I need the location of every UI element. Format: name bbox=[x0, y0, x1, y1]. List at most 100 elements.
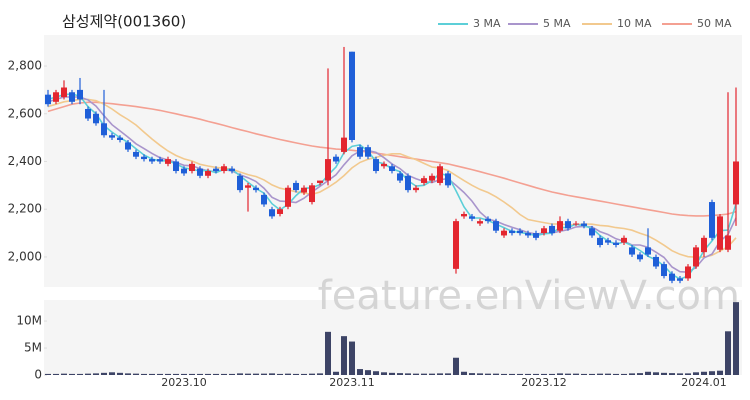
candle-body bbox=[589, 228, 595, 236]
volume-bar bbox=[197, 373, 203, 375]
candle-body bbox=[669, 273, 675, 281]
volume-bar bbox=[501, 373, 507, 375]
volume-bar bbox=[309, 373, 315, 375]
candle-body bbox=[181, 168, 187, 174]
volume-bar bbox=[485, 373, 491, 375]
candle-body bbox=[125, 142, 131, 150]
volume-bar bbox=[357, 369, 363, 375]
volume-bar bbox=[573, 373, 579, 375]
volume-bar bbox=[493, 373, 499, 375]
volume-bar bbox=[541, 373, 547, 375]
volume-bar bbox=[565, 373, 571, 375]
candle-body bbox=[293, 182, 299, 191]
candle-body bbox=[261, 194, 267, 205]
volume-bar bbox=[405, 373, 411, 375]
candle-body bbox=[541, 228, 547, 234]
volume-bar bbox=[341, 336, 347, 375]
volume-bar bbox=[301, 373, 307, 375]
candle-body bbox=[197, 168, 203, 176]
volume-bar bbox=[181, 373, 187, 375]
y-tick-label: 2,200 bbox=[8, 202, 42, 216]
x-tick-label: 2023.11 bbox=[329, 376, 375, 389]
volume-bar bbox=[349, 341, 355, 375]
volume-bar bbox=[45, 373, 51, 375]
candle-body bbox=[341, 137, 347, 152]
volume-bar bbox=[717, 370, 723, 375]
volume-bar bbox=[549, 373, 555, 375]
volume-bar bbox=[133, 373, 139, 375]
volume-bar bbox=[229, 373, 235, 375]
candle-body bbox=[493, 221, 499, 231]
volume-bar bbox=[701, 371, 707, 375]
candle-body bbox=[565, 221, 571, 229]
volume-bar bbox=[637, 373, 643, 375]
volume-bar bbox=[389, 372, 395, 375]
candle-body bbox=[149, 159, 155, 162]
candle-body bbox=[421, 178, 427, 183]
volume-bar bbox=[381, 372, 387, 375]
volume-bar bbox=[61, 373, 67, 375]
volume-bar bbox=[213, 373, 219, 375]
x-tick-label: 2023.10 bbox=[161, 376, 207, 389]
candle-body bbox=[301, 187, 307, 193]
candle-body bbox=[685, 266, 691, 279]
volume-bar bbox=[189, 373, 195, 375]
candle-body bbox=[189, 163, 195, 172]
candle-body bbox=[485, 218, 491, 222]
watermark: feature.enViewV.com bbox=[318, 273, 740, 319]
volume-bar bbox=[373, 371, 379, 375]
volume-bar bbox=[693, 372, 699, 375]
candle-body bbox=[557, 221, 563, 231]
candle-body bbox=[477, 221, 483, 224]
candle-body bbox=[309, 185, 315, 203]
volume-bar bbox=[237, 373, 243, 375]
candle-body bbox=[229, 168, 235, 172]
candle-body bbox=[549, 225, 555, 234]
volume-bar bbox=[589, 373, 595, 375]
candle-body bbox=[733, 161, 739, 205]
x-tick-label: 2023.12 bbox=[521, 376, 567, 389]
x-tick-label: 2024.01 bbox=[681, 376, 727, 389]
volume-bar bbox=[725, 331, 731, 375]
volume-bar bbox=[253, 373, 259, 375]
candle-body bbox=[277, 209, 283, 214]
volume-bar bbox=[709, 371, 715, 375]
volume-bar bbox=[453, 357, 459, 375]
volume-bar bbox=[173, 373, 179, 375]
volume-bar bbox=[269, 373, 275, 375]
volume-bar bbox=[157, 373, 163, 375]
y-tick-label: 2,600 bbox=[8, 106, 42, 120]
volume-bar bbox=[629, 373, 635, 375]
volume-bar bbox=[165, 373, 171, 375]
candle-body bbox=[269, 209, 275, 217]
volume-bar bbox=[125, 373, 131, 375]
volume-tick-label: 5M bbox=[24, 341, 42, 355]
candle-body bbox=[237, 175, 243, 191]
volume-bar bbox=[53, 373, 59, 375]
candle-body bbox=[517, 230, 523, 234]
candle-body bbox=[533, 233, 539, 238]
legend-label: 50 MA bbox=[697, 17, 732, 30]
volume-bar bbox=[509, 373, 515, 375]
candle-body bbox=[701, 237, 707, 253]
volume-bar bbox=[621, 373, 627, 375]
candle-body bbox=[613, 242, 619, 245]
candle-body bbox=[509, 230, 515, 234]
candle-body bbox=[653, 256, 659, 267]
volume-bar bbox=[661, 372, 667, 375]
volume-bar bbox=[581, 373, 587, 375]
legend-item: 50 MA bbox=[662, 17, 732, 30]
candle-body bbox=[637, 254, 643, 260]
y-tick-label: 2,000 bbox=[8, 249, 42, 263]
candle-body bbox=[645, 247, 651, 255]
volume-bar bbox=[85, 373, 91, 375]
volume-tick-label: 0 bbox=[34, 368, 42, 382]
y-tick-label: 2,800 bbox=[8, 59, 42, 73]
volume-bar bbox=[477, 373, 483, 375]
candle-body bbox=[333, 156, 339, 162]
candle-body bbox=[157, 159, 163, 162]
candle-body bbox=[581, 223, 587, 226]
volume-bar bbox=[149, 373, 155, 375]
candle-body bbox=[373, 159, 379, 172]
